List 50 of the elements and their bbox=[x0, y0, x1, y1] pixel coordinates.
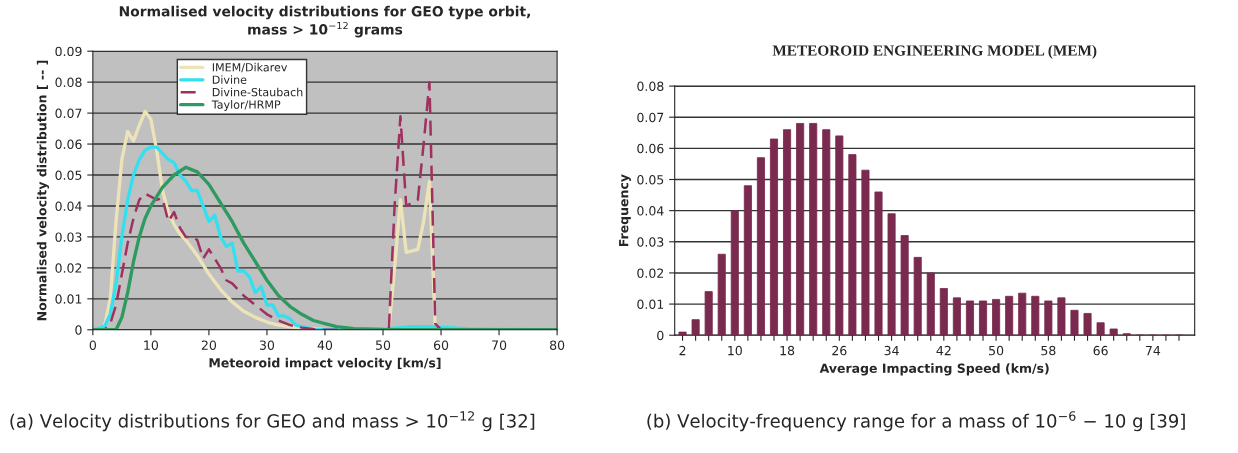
y-tick-label: 0.06 bbox=[637, 143, 664, 154]
y-tick-label: 0.08 bbox=[55, 77, 82, 88]
y-tick-label: 0.05 bbox=[55, 170, 82, 180]
x-tick-label: 34 bbox=[884, 345, 899, 356]
x-tick-label: 66 bbox=[1093, 345, 1108, 356]
y-axis-title: Frequency bbox=[619, 174, 631, 247]
y-tick-label: 0.05 bbox=[637, 174, 664, 185]
chart-title: METEOROID ENGINEERING MODEL (MEM) bbox=[772, 44, 1097, 59]
legend-label: Divine bbox=[212, 75, 247, 84]
legend-label: Taylor/HRMP bbox=[211, 100, 281, 111]
x-tick-label: 80 bbox=[549, 340, 565, 350]
x-tick-label: 10 bbox=[144, 340, 158, 350]
x-tick-label: 30 bbox=[259, 340, 275, 350]
y-tick-label: 0.01 bbox=[637, 299, 664, 309]
x-axis-title: Meteoroid impact velocity [km/s] bbox=[209, 357, 441, 371]
x-tick-label: 50 bbox=[989, 345, 1004, 356]
y-tick-label: 0.08 bbox=[637, 81, 664, 91]
y-tick-label: 0 bbox=[657, 330, 664, 341]
x-tick-label: 60 bbox=[433, 340, 449, 350]
y-tick-label: 0 bbox=[75, 325, 82, 335]
x-tick-label: 58 bbox=[1041, 345, 1056, 356]
legend-label: IMEM/Dikarev bbox=[212, 62, 288, 73]
x-tick-label: 70 bbox=[492, 340, 507, 350]
x-tick-label: 20 bbox=[201, 340, 217, 350]
x-axis-title: Average Impacting Speed (km/s) bbox=[819, 363, 1049, 376]
y-tick-label: 0.07 bbox=[55, 108, 82, 119]
y-tick-label: 0.04 bbox=[55, 201, 82, 211]
y-tick-label: 0.07 bbox=[637, 112, 664, 123]
y-tick-label: 0.01 bbox=[55, 294, 82, 304]
y-tick-label: 0.02 bbox=[55, 263, 82, 273]
x-tick-label: 10 bbox=[728, 345, 742, 356]
x-tick-label: 74 bbox=[1145, 346, 1161, 356]
legend-label: Divine-Staubach bbox=[212, 87, 303, 97]
y-tick-label: 0.03 bbox=[637, 237, 664, 247]
y-axis-title: Normalised velocity distribution [ -- ] bbox=[36, 60, 50, 321]
x-tick-label: 40 bbox=[317, 340, 333, 350]
x-tick-label: 18 bbox=[780, 345, 795, 356]
y-tick-label: 0.06 bbox=[55, 139, 82, 149]
y-tick-label: 0.04 bbox=[637, 206, 664, 216]
chart-title: Normalised velocity distributions for GEO type orbit, mass > 10$^{−12}$ grams bbox=[119, 5, 530, 38]
x-tick-label: 2 bbox=[679, 345, 686, 356]
x-tick-label: 26 bbox=[832, 345, 847, 356]
x-tick-label: 42 bbox=[936, 345, 951, 356]
text: (b) Velocity-frequency range for a mass of 10$^{−6}$ − 10 g [39] bbox=[647, 411, 1185, 432]
y-tick-label: 0.09 bbox=[55, 46, 82, 57]
x-tick-label: 50 bbox=[376, 340, 391, 350]
x-tick-label: 0 bbox=[89, 340, 96, 350]
text: (a) Velocity distributions for GEO and mass > 10$^{−12}$ g [32] bbox=[10, 411, 535, 432]
y-tick-label: 0.03 bbox=[55, 232, 82, 242]
y-tick-label: 0.02 bbox=[637, 268, 664, 278]
